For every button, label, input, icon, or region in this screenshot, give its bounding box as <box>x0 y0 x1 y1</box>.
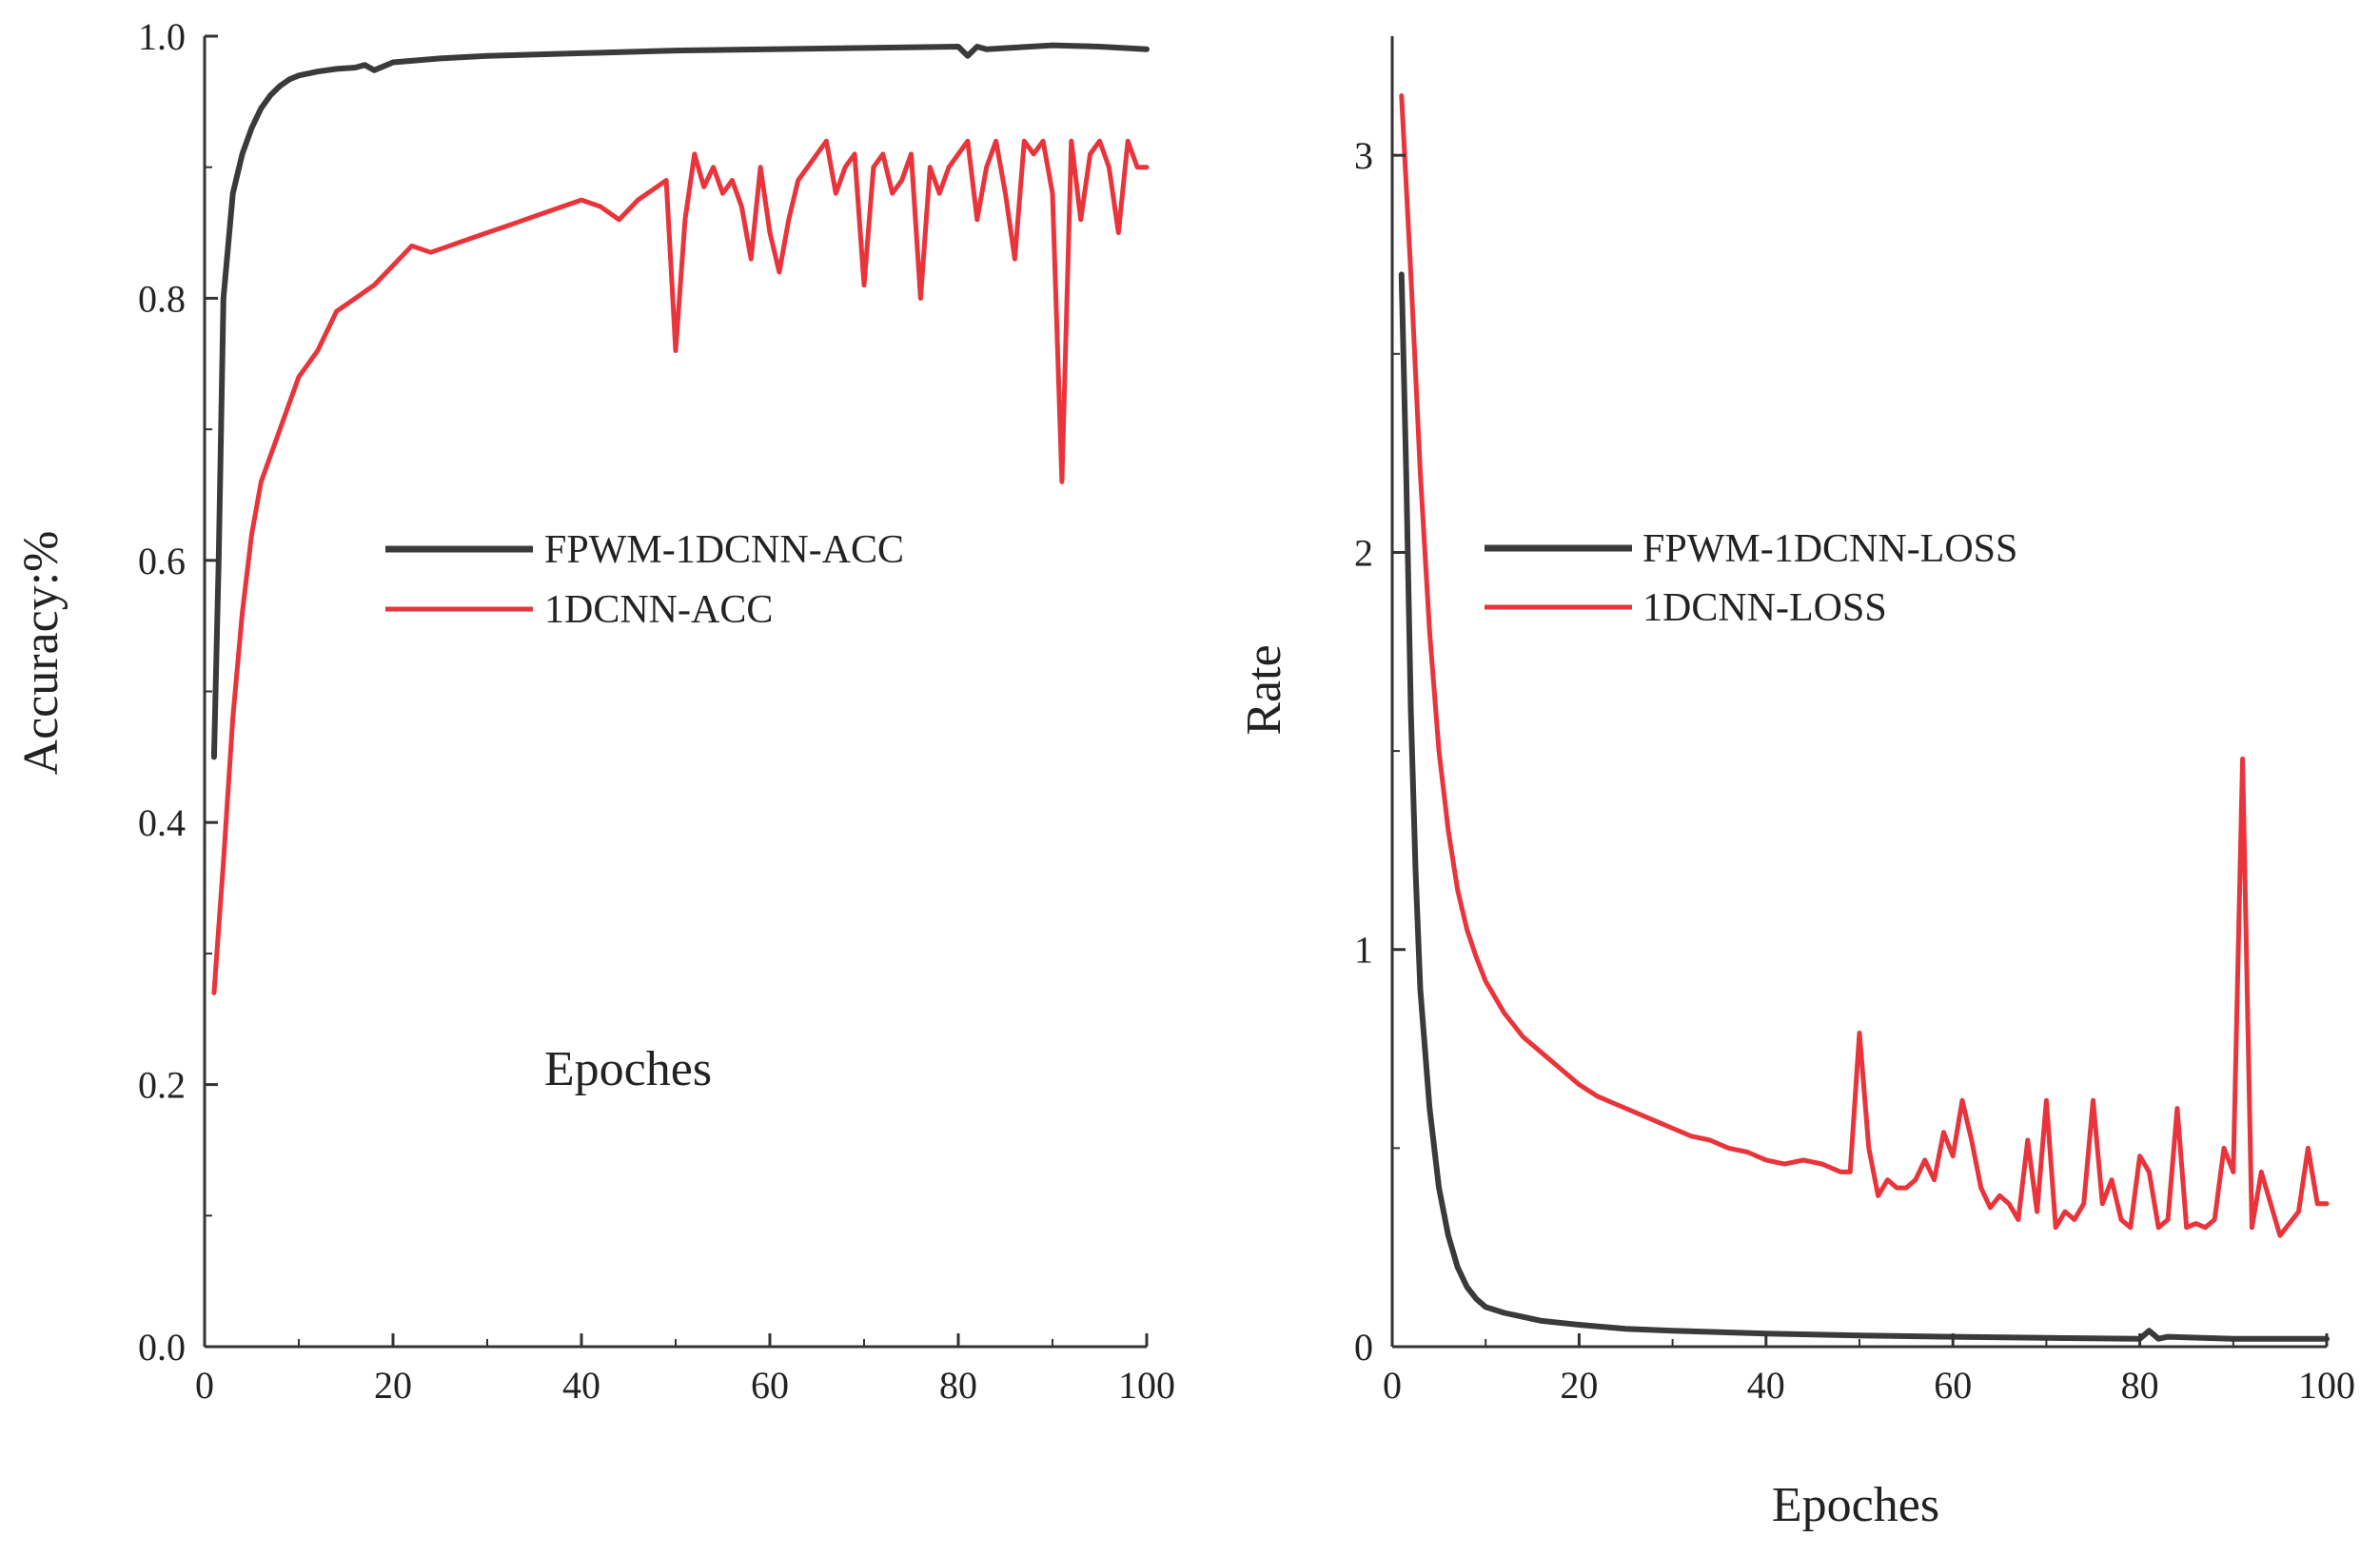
accuracy-x-tick-label: 20 <box>374 1364 412 1407</box>
accuracy-y-tick-label: 0.6 <box>138 540 186 582</box>
accuracy-x-axis-title: Epoches <box>544 1042 712 1096</box>
loss-y-tick-label: 1 <box>1354 929 1373 972</box>
accuracy-y-axis-title: Accuracy:% <box>14 531 69 776</box>
accuracy-y-tick-label: 0.0 <box>138 1326 186 1369</box>
accuracy-y-tick-label: 0.4 <box>138 801 186 844</box>
loss-x-axis-title: Epoches <box>1772 1478 1939 1532</box>
legend-label-1dcnn-acc: 1DCNN-ACC <box>544 588 773 632</box>
legend-label-1dcnn-loss: 1DCNN-LOSS <box>1642 586 1887 630</box>
accuracy-x-tick-label: 0 <box>195 1364 214 1407</box>
accuracy-series-fpwm-1dcnn-acc <box>210 42 1150 760</box>
accuracy-x-tick-label: 100 <box>1118 1364 1175 1407</box>
loss-legend: FPWM-1DCNN-LOSS 1DCNN-LOSS <box>1485 527 2017 630</box>
loss-x-tick-label: 60 <box>1934 1364 1972 1407</box>
loss-x-tick-label: 100 <box>2298 1364 2355 1407</box>
accuracy-y-tick-label: 0.2 <box>138 1064 186 1107</box>
accuracy-x-tick-label: 40 <box>562 1364 600 1407</box>
loss-x-tick-label: 40 <box>1747 1364 1785 1407</box>
accuracy-chart: Epoches Accuracy:% FPWM-1DCNN-ACC 1DCNN-… <box>14 15 1175 1407</box>
loss-x-tick-label: 0 <box>1383 1364 1402 1407</box>
loss-y-axis-title: Rate <box>1237 644 1291 735</box>
loss-x-tick-label: 20 <box>1560 1364 1598 1407</box>
loss-x-tick-label: 80 <box>2121 1364 2159 1407</box>
loss-series-fpwm-1dcnn-loss <box>1398 271 2330 1342</box>
accuracy-x-tick-label: 80 <box>939 1364 977 1407</box>
loss-chart: Epoches Rate FPWM-1DCNN-LOSS 1DCNN-LOSS … <box>1237 36 2355 1532</box>
loss-y-tick-label: 2 <box>1354 531 1373 574</box>
accuracy-x-tick-label: 60 <box>751 1364 789 1407</box>
loss-y-tick-label: 3 <box>1354 134 1373 177</box>
accuracy-y-tick-label: 0.8 <box>138 277 186 320</box>
loss-y-tick-label: 0 <box>1354 1326 1373 1369</box>
legend-label-fpwm-loss: FPWM-1DCNN-LOSS <box>1642 527 2017 571</box>
loss-series-1dcnn-loss <box>1399 93 2330 1238</box>
accuracy-legend: FPWM-1DCNN-ACC 1DCNN-ACC <box>385 528 904 632</box>
accuracy-y-tick-label: 1.0 <box>138 15 186 58</box>
legend-label-fpwm-acc: FPWM-1DCNN-ACC <box>544 528 904 572</box>
accuracy-series-1dcnn-acc <box>211 138 1150 995</box>
